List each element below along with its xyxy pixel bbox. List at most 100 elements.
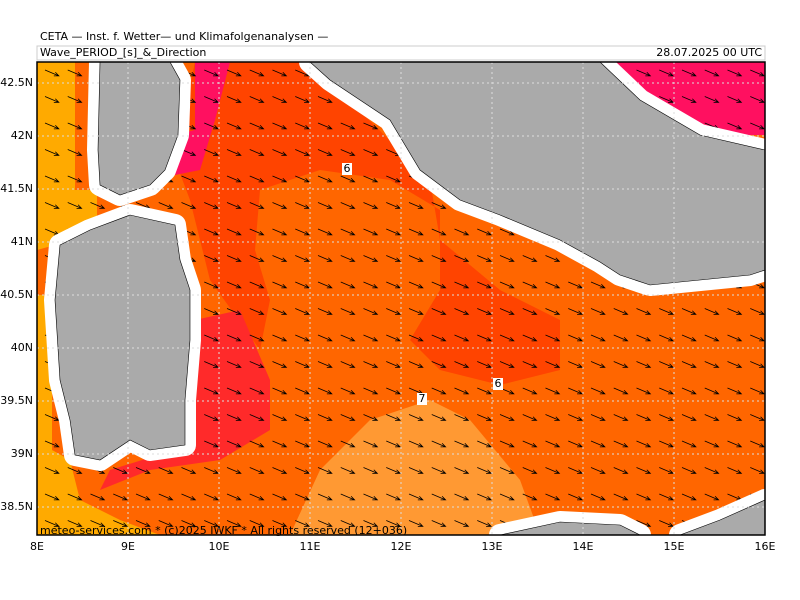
arrow — [272, 96, 288, 103]
arrow — [317, 361, 333, 368]
arrow — [568, 414, 584, 421]
arrow — [590, 414, 606, 421]
arrow — [568, 281, 584, 289]
arrow — [44, 440, 60, 448]
arrow — [568, 387, 584, 395]
arrow — [431, 467, 447, 474]
arrow — [295, 149, 311, 156]
arrow — [704, 414, 720, 421]
arrow — [477, 467, 493, 474]
arrow — [363, 361, 379, 368]
arrow — [340, 467, 356, 474]
arrow — [613, 361, 629, 368]
arrow — [158, 467, 174, 474]
arrow — [295, 175, 311, 183]
arrow — [750, 361, 765, 368]
arrow — [226, 467, 242, 474]
arrow — [681, 308, 697, 315]
field-red-orange — [175, 62, 560, 385]
arrow — [477, 361, 493, 368]
arrow — [226, 69, 242, 77]
arrow — [454, 308, 470, 315]
arrow — [67, 96, 83, 103]
longitude-label: 8E — [30, 540, 44, 553]
arrow — [272, 493, 288, 501]
arrow — [181, 202, 197, 209]
arrow — [590, 493, 606, 501]
arrow — [363, 440, 379, 448]
arrow — [340, 255, 356, 262]
arrow — [295, 96, 311, 103]
arrow — [454, 228, 470, 236]
arrow — [499, 467, 515, 474]
arrow — [249, 255, 265, 262]
arrow — [704, 334, 720, 342]
arrow — [204, 440, 220, 448]
arrow — [226, 308, 242, 315]
valid-time: 28.07.2025 00 UTC — [656, 46, 762, 59]
arrow — [226, 334, 242, 342]
arrow — [317, 96, 333, 103]
arrow — [340, 440, 356, 448]
arrow — [272, 69, 288, 77]
arrow — [340, 228, 356, 236]
arrow — [477, 440, 493, 448]
arrow — [340, 361, 356, 368]
arrow — [613, 493, 629, 501]
arrow — [386, 281, 402, 289]
arrow — [317, 255, 333, 262]
latitude-label: 40N — [11, 341, 33, 354]
arrow — [226, 414, 242, 421]
arrow — [44, 520, 60, 527]
arrow — [204, 520, 220, 527]
arrow — [135, 520, 151, 527]
arrow — [317, 387, 333, 395]
arrow — [568, 493, 584, 501]
arrow — [590, 361, 606, 368]
arrow — [454, 414, 470, 421]
arrow — [568, 334, 584, 342]
arrow — [272, 520, 288, 527]
arrow — [681, 467, 697, 474]
arrow — [295, 387, 311, 395]
arrow — [659, 520, 675, 527]
arrow — [386, 175, 402, 183]
arrow — [727, 361, 743, 368]
arrow — [454, 493, 470, 501]
map-frame — [36, 61, 766, 536]
arrow — [386, 493, 402, 501]
arrow — [431, 387, 447, 395]
longitude-label: 12E — [391, 540, 412, 553]
arrow — [67, 467, 83, 474]
arrow — [363, 202, 379, 209]
arrow — [295, 255, 311, 262]
arrow — [295, 440, 311, 448]
arrow — [750, 334, 765, 342]
arrow — [226, 175, 242, 183]
arrow — [340, 334, 356, 342]
arrow — [204, 334, 220, 342]
arrow — [522, 440, 538, 448]
arrow — [431, 520, 447, 527]
arrow — [636, 387, 652, 395]
arrow — [408, 308, 424, 315]
arrow — [750, 414, 765, 421]
arrow — [226, 440, 242, 448]
arrow — [454, 440, 470, 448]
arrow — [226, 520, 242, 527]
longitude-label: 10E — [209, 540, 230, 553]
arrow — [408, 361, 424, 368]
arrow — [477, 493, 493, 501]
contour-label: 6 — [495, 377, 502, 390]
arrow — [522, 493, 538, 501]
arrow — [340, 387, 356, 395]
arrow — [545, 467, 561, 474]
arrow — [454, 467, 470, 474]
arrow — [67, 202, 83, 209]
arrow — [636, 467, 652, 474]
arrow — [317, 520, 333, 527]
arrow — [249, 69, 265, 77]
arrow — [249, 175, 265, 183]
arrow — [499, 361, 515, 368]
arrow — [477, 414, 493, 421]
